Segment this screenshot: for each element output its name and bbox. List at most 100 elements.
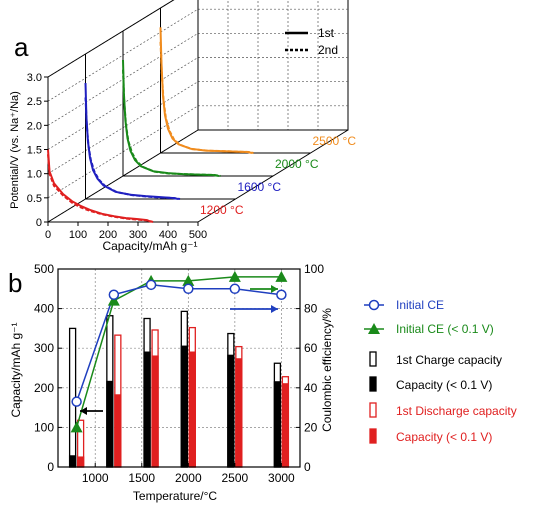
legend-discharge01-label: Capacity (< 0.1 V)	[396, 430, 492, 444]
panel-b-legend: Initial CE Initial CE (< 0.1 V) 1st Charge…	[364, 298, 517, 444]
panel-label-b: b	[8, 268, 22, 298]
initial-ce-lt01-marker	[182, 274, 195, 286]
charge-capacity-lt01-bar	[143, 351, 151, 468]
charge-capacity-lt01-bar	[68, 455, 77, 468]
panel-label-a: a	[14, 32, 29, 62]
initial-ce-line	[75, 284, 282, 402]
right-tick-label: 100	[304, 262, 324, 276]
discharge-curves: 1200 °C 1600 °C 2000 °C 2500 °C	[47, 27, 357, 223]
side-gridline	[47, 8, 199, 102]
legend-discharge-label: 1st Discharge capacity	[396, 404, 517, 418]
bottom-tick-label: 3000	[268, 471, 295, 485]
panel-b-left-axis-label: Capacity/mAh g⁻¹	[9, 322, 23, 417]
legend-2nd-label: 2nd	[318, 43, 338, 57]
side-gridline	[47, 81, 199, 174]
series-label-1200: 1200 °C	[200, 203, 244, 217]
discharge-capacity-lt01-bar	[235, 358, 243, 468]
curve-1200-second	[47, 154, 154, 223]
bottom-tick-label: 1000	[82, 471, 109, 485]
legend-charge-swatch	[369, 351, 377, 367]
initial-ce-marker	[108, 289, 120, 300]
left-tick-label: 100	[34, 420, 54, 434]
discharge-capacity-lt01-bar	[188, 351, 196, 468]
panel-b-axes: 0 100 200 300 400 500 0 20 40 60 80 100 1000 1500 2000…	[34, 262, 324, 485]
side-gridline	[47, 105, 199, 199]
floor-edge	[47, 129, 199, 223]
x-tick-label: 300	[129, 229, 147, 241]
series-label-2500: 2500 °C	[313, 134, 357, 148]
panel-a: a 1200 °C 1600 °C 2000 °C 2500 °C 0 0.5 1.0 1.…	[9, 0, 356, 253]
right-tick-label: 60	[304, 341, 318, 355]
initial-ce-lt01-marker	[107, 294, 120, 306]
initial-ce-marker	[71, 396, 82, 407]
panel-b-grid	[58, 269, 300, 467]
left-axis-arrow-head	[80, 407, 87, 415]
y-tick-label: 2.0	[27, 120, 42, 132]
discharge-capacity-lt01-bar	[76, 456, 85, 468]
right-axis-arrow-blue-head	[271, 305, 278, 313]
y-tick-label: 1.5	[27, 145, 42, 157]
initial-ce-lt01-marker	[275, 270, 288, 282]
discharge-capacity-lt01-bar	[114, 394, 122, 468]
x-tick-label: 0	[45, 229, 51, 241]
right-tick-label: 20	[304, 420, 318, 434]
x-tick-label: 500	[189, 229, 207, 241]
curve-2500-first	[159, 27, 253, 154]
legend-charge01-swatch	[369, 376, 377, 392]
left-tick-label: 200	[34, 381, 54, 395]
panel-a-x-axis-label: Capacity/mAh g⁻¹	[102, 239, 197, 253]
panel-a-axes: 0 0.5 1.0 1.5 2.0 2.5 3.0 0 100 200 300 400 500	[27, 72, 207, 241]
series-label-1600: 1600 °C	[238, 180, 282, 194]
back-wall	[197, 0, 349, 131]
panel-a-legend: 1st 2nd	[285, 26, 338, 57]
legend-discharge-swatch	[369, 402, 377, 418]
panel-b-x-axis-label: Temperature/°C	[133, 489, 217, 503]
charge-capacity-lt01-bar	[106, 380, 114, 468]
y-tick-label: 3.0	[27, 72, 42, 84]
side-gridline	[47, 57, 199, 150]
curve-1600-second	[84, 97, 181, 200]
right-tick-label: 80	[304, 302, 318, 316]
curve-2000-first	[122, 59, 220, 177]
legend-charge01-label: Capacity (< 0.1 V)	[396, 378, 492, 392]
panel-b-ce-lines	[70, 270, 288, 433]
initial-ce-lt01-marker	[70, 421, 83, 433]
panel-b-arrows	[80, 285, 278, 415]
y-tick-label: 0	[36, 217, 42, 229]
charge-capacity-lt01-bar	[273, 381, 282, 468]
x-tick-label: 400	[159, 229, 177, 241]
legend-discharge01-swatch	[369, 428, 377, 444]
panel-b: b 0 100 200 300 400 500 0 20 40 60 80 100 1000 1500 20…	[8, 262, 517, 503]
left-tick-label: 0	[47, 460, 54, 474]
side-gridline	[47, 33, 199, 126]
y-tick-label: 2.5	[27, 96, 42, 108]
floor-edge	[197, 129, 349, 223]
charge-capacity-lt01-bar	[180, 345, 188, 468]
left-tick-label: 400	[34, 302, 54, 316]
y-tick-label: 1.0	[27, 169, 42, 181]
initial-ce-marker	[229, 283, 241, 295]
right-axis-arrow-green-head	[271, 285, 278, 293]
curve-2000-second	[122, 69, 221, 177]
legend-ce01-marker	[368, 323, 380, 334]
y-tick-label: 0.5	[27, 193, 42, 205]
right-tick-label: 40	[304, 381, 318, 395]
discharge-capacity-lt01-bar	[151, 355, 159, 468]
panel-b-right-axis-label: Coulombic efficiency/%	[320, 308, 334, 432]
panel-b-frame	[57, 268, 301, 468]
initial-ce-marker	[183, 283, 194, 295]
legend-charge-label: 1st Charge capacity	[396, 353, 502, 367]
top-edge	[47, 0, 175, 78]
initial-ce-lt01-line	[75, 276, 282, 428]
initial-ce-marker	[145, 279, 157, 291]
x-tick-label: 200	[99, 229, 117, 241]
legend-1st-label: 1st	[318, 26, 335, 40]
legend-ce-marker	[368, 299, 380, 311]
right-tick-label: 0	[304, 460, 311, 474]
bottom-tick-label: 2000	[175, 471, 202, 485]
legend-ce-label: Initial CE	[396, 298, 444, 312]
panel-a-y-axis-label: Potential/V (vs. Na⁺/Na)	[9, 91, 21, 209]
curve-2500-second	[159, 41, 254, 154]
initial-ce-marker	[276, 289, 287, 300]
